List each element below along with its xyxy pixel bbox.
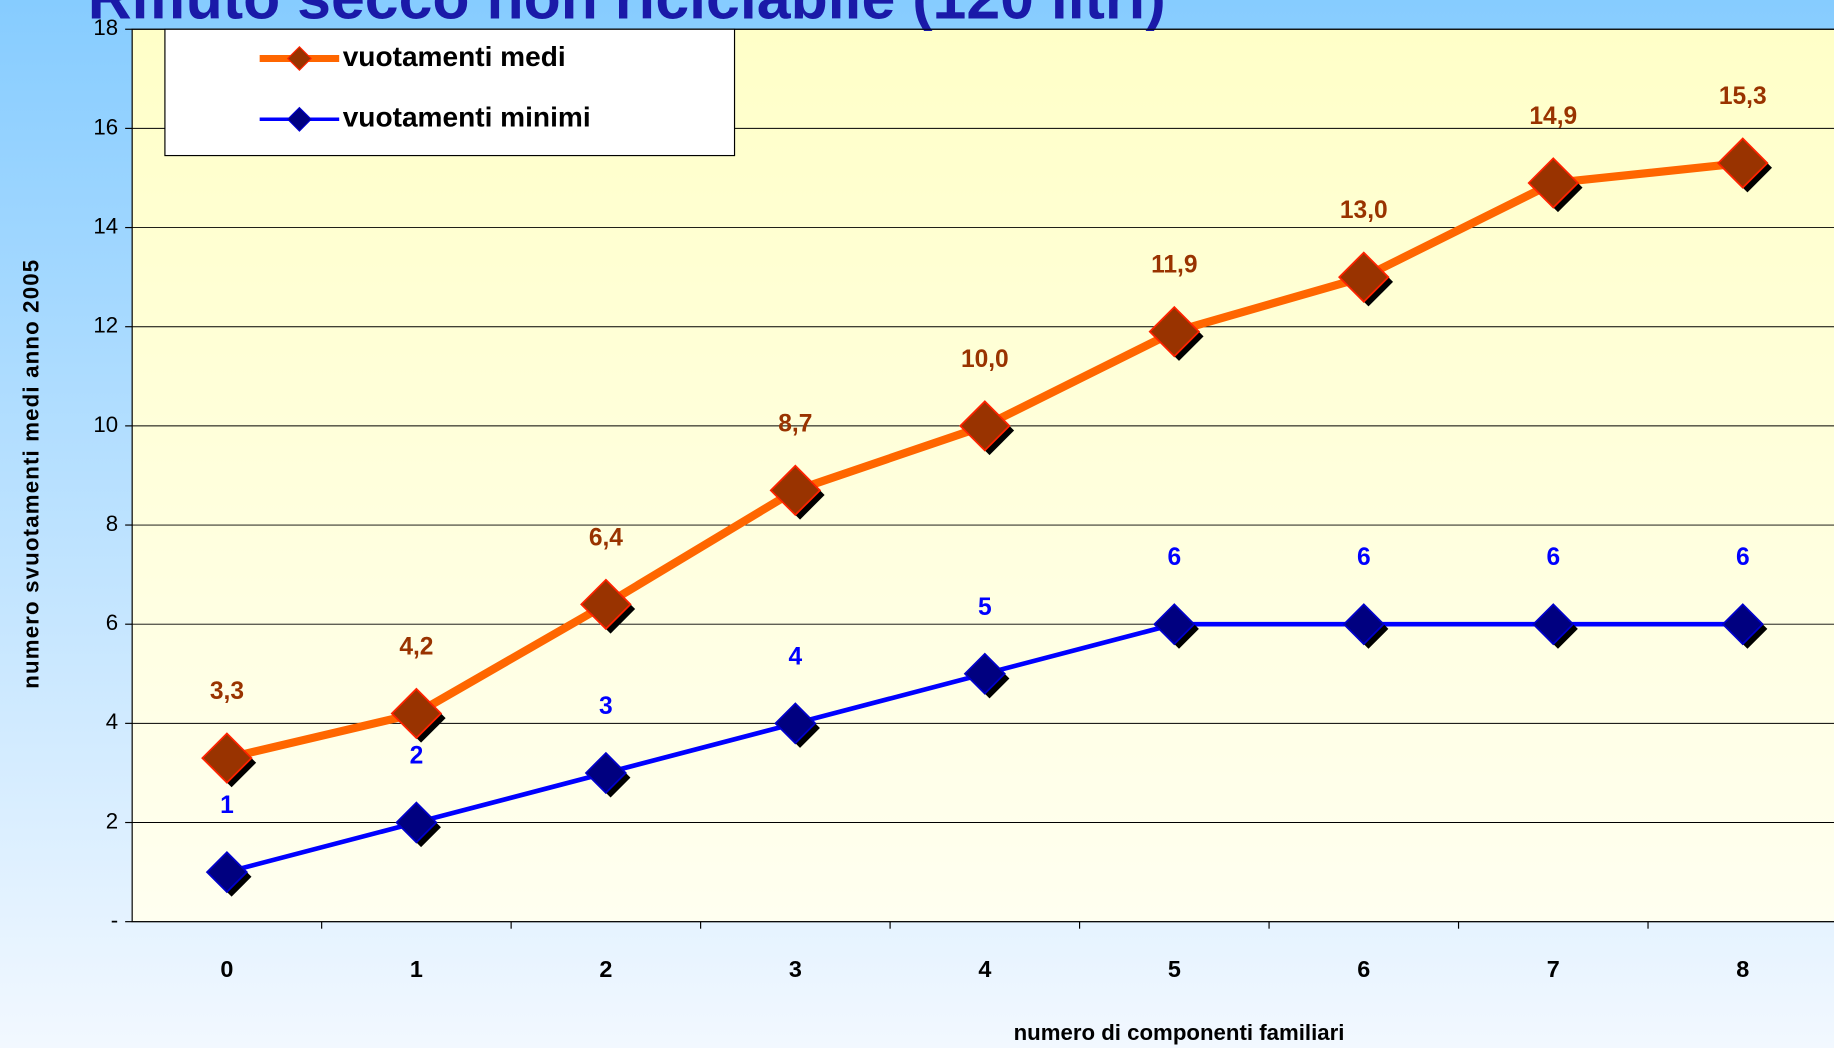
data-label: 6	[1736, 544, 1750, 571]
data-label: 3	[599, 693, 613, 720]
data-label: 6	[1167, 544, 1181, 571]
marker	[1342, 603, 1385, 646]
x-tick-label: 5	[1168, 956, 1181, 982]
data-label: 4	[789, 643, 803, 670]
data-label: 13,0	[1340, 197, 1388, 224]
data-label: 6,4	[589, 524, 623, 551]
marker	[774, 702, 817, 745]
legend-marker	[286, 45, 312, 72]
y-tick-label: 18	[93, 15, 118, 40]
marker	[390, 687, 443, 740]
marker	[584, 751, 627, 795]
y-tick-label: 6	[106, 610, 118, 635]
marker	[1527, 157, 1580, 209]
y-tick-label: 12	[93, 313, 118, 338]
chart-title: Rifiuto secco non riciclabile (120 litri…	[88, 0, 1166, 31]
data-label: 4,2	[399, 633, 433, 660]
data-label: 2	[410, 743, 424, 770]
y-tick-label: 2	[106, 808, 118, 833]
marker	[201, 732, 253, 784]
marks: 3,3 4,2 6,4 8,7 10,0 11,9 13,0 14,9 15,3 1 2 3 4 5 6 6 6…	[201, 83, 1773, 897]
y-axis-title: numero svuotamenti medi anno 2005	[19, 259, 44, 689]
marker	[1338, 251, 1390, 303]
y-tick-label: -	[111, 908, 118, 933]
y-tick-label: 16	[93, 114, 118, 139]
x-tick-label: 8	[1736, 956, 1749, 982]
data-label: 5	[978, 594, 992, 621]
marker	[205, 850, 249, 894]
x-tick-label: 2	[599, 956, 612, 982]
y-tick-label: 8	[106, 511, 118, 536]
legend-label: vuotamenti minimi	[343, 102, 591, 133]
data-label: 15,3	[1719, 83, 1767, 110]
data-label: 6	[1546, 544, 1560, 571]
x-tick-label: 6	[1357, 956, 1370, 982]
marker	[963, 652, 1006, 695]
x-tick-label: 4	[978, 956, 991, 982]
data-label: 8,7	[778, 410, 812, 437]
data-label: 3,3	[210, 678, 244, 705]
data-label: 1	[220, 792, 234, 819]
data-label: 14,9	[1529, 103, 1577, 130]
marker	[1721, 603, 1764, 646]
y-tick-label: 10	[93, 412, 118, 437]
legend	[164, 28, 736, 157]
marker	[580, 578, 632, 631]
legend-items: vuotamenti medi vuotamenti minimi	[259, 41, 591, 133]
legend-label: vuotamenti medi	[343, 41, 566, 72]
y-tick-label: 14	[93, 213, 118, 238]
data-label: 6	[1357, 544, 1371, 571]
marker	[395, 801, 438, 844]
marker	[959, 400, 1011, 452]
marker	[1532, 603, 1575, 646]
data-label: 10,0	[961, 346, 1009, 373]
y-tick-label: 4	[106, 709, 118, 734]
marker	[1148, 305, 1201, 358]
marker	[769, 464, 822, 517]
marker	[1716, 137, 1769, 189]
x-tick-label: 0	[220, 956, 233, 982]
data-label: 11,9	[1151, 252, 1197, 279]
x-axis-title: numero di componenti familiari	[1014, 1020, 1345, 1045]
x-tick-label: 3	[789, 956, 802, 982]
x-tick-label: 1	[410, 956, 423, 982]
marker	[1153, 603, 1196, 646]
legend-marker	[286, 106, 312, 132]
plot-area	[131, 28, 1834, 923]
x-tick-label: 7	[1547, 956, 1560, 982]
